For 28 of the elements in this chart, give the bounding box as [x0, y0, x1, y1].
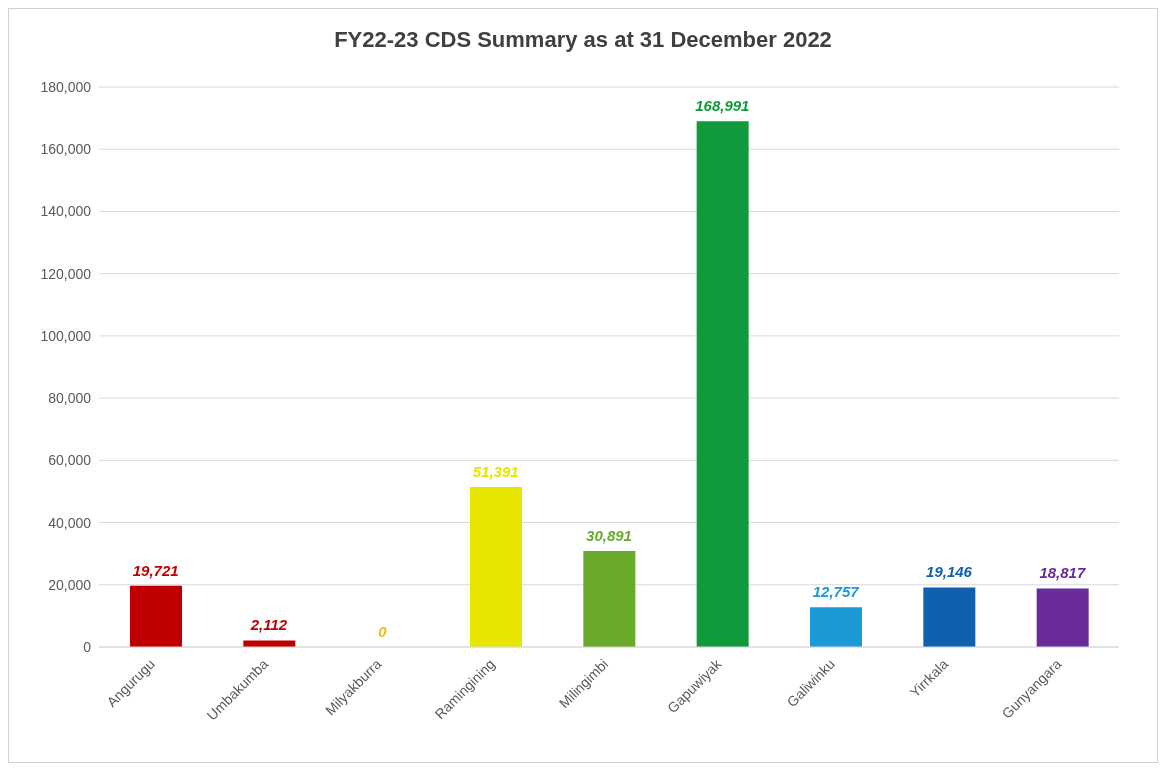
bar: [243, 640, 296, 647]
data-label: 51,391: [472, 463, 519, 481]
data-label: 30,891: [586, 526, 632, 544]
y-tick-label: 120,000: [40, 265, 92, 282]
y-tick-label: 20,000: [48, 576, 92, 593]
y-tick-label: 140,000: [40, 203, 92, 220]
y-tick-label: 160,000: [40, 141, 92, 158]
bar: [810, 607, 862, 647]
data-label: 0: [378, 623, 388, 640]
bar: [470, 487, 522, 647]
bar: [923, 587, 976, 647]
y-tick-label: 40,000: [48, 514, 92, 531]
bar: [696, 121, 749, 647]
data-label: 18,817: [1039, 564, 1086, 582]
y-tick-label: 0: [83, 638, 92, 655]
y-tick-label: 80,000: [48, 390, 92, 407]
data-label: 168,991: [695, 97, 750, 115]
bar: [130, 585, 182, 647]
bar: [1036, 588, 1089, 647]
y-tick-label: 60,000: [48, 452, 92, 469]
data-label: 19,146: [926, 563, 973, 581]
y-tick-label: 180,000: [40, 78, 92, 95]
chart-title: FY22-23 CDS Summary as at 31 December 2022: [333, 26, 833, 54]
data-label: 2,112: [249, 616, 288, 634]
bar: [583, 550, 636, 647]
y-tick-label: 100,000: [40, 327, 92, 344]
data-label: 19,721: [132, 561, 179, 579]
data-label: 12,757: [812, 583, 860, 601]
